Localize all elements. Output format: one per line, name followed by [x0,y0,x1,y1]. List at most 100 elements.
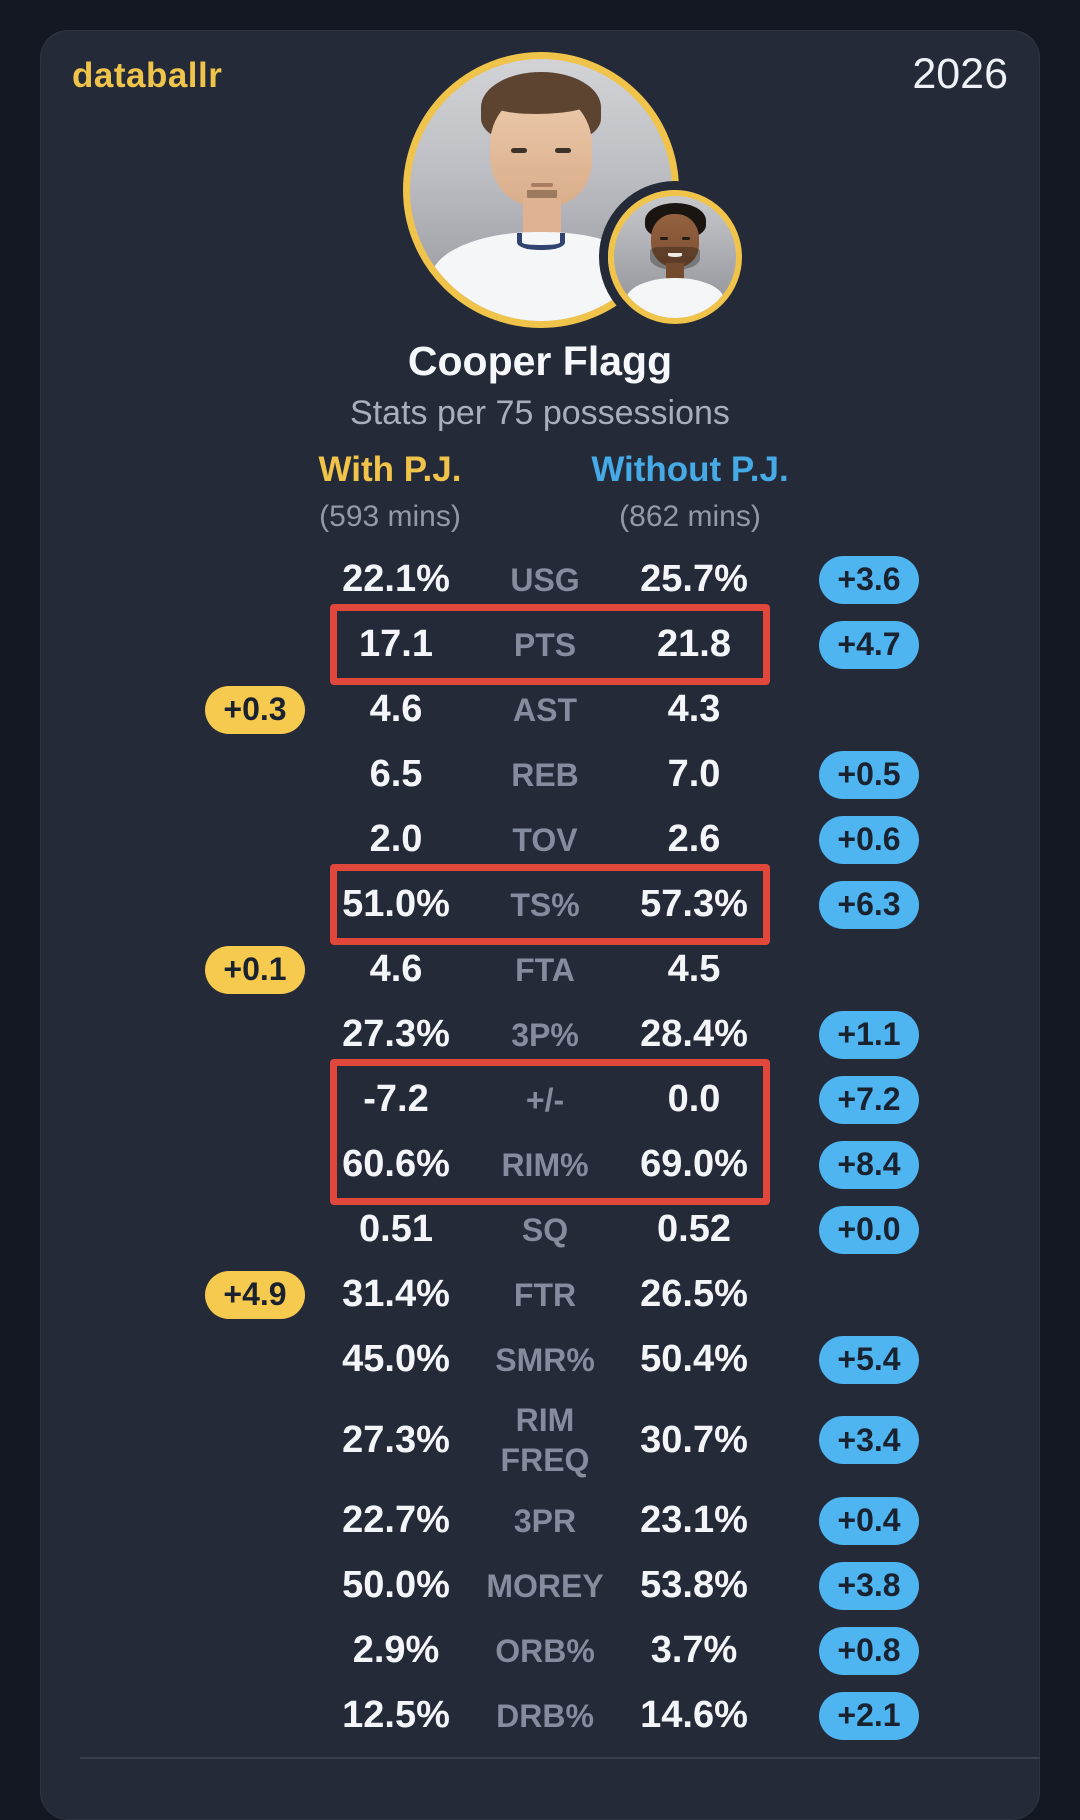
portrait-smile [667,253,683,257]
table-row: +0.3 4.6 AST 4.3 [40,677,1040,742]
without-value: 30.7% [640,1418,748,1461]
with-value: 2.9% [352,1629,440,1671]
diff-badge-right: +1.1 [819,1010,919,1059]
column-header-without: Without P.J. (862 mins) [540,450,840,534]
without-value: 2.6 [667,818,721,860]
table-row: 45.0% SMR% 50.4% +5.4 [40,1327,1040,1392]
portrait-beard [649,247,700,271]
stats-graphic: { "header": { "brand": "databallr", "yea… [40,30,1040,1820]
portrait-jersey-collar [517,233,565,251]
without-value: 25.7% [640,558,748,600]
stat-label: MOREY [486,1567,604,1604]
diff-badge-right: +0.8 [819,1626,919,1675]
stat-label: 3P% [511,1016,579,1053]
without-value: 4.5 [667,948,721,990]
portrait-goatee [526,190,557,202]
with-value: 22.7% [342,1499,450,1541]
stat-label: USG [510,561,580,598]
with-value: 60.6% [342,1143,450,1185]
with-value: 50.0% [342,1564,450,1606]
with-value: 27.3% [342,1418,450,1461]
with-value: -7.2 [363,1078,429,1120]
diff-badge-right: +3.8 [819,1561,919,1610]
without-value: 50.4% [640,1338,748,1380]
table-row: 6.5 REB 7.0 +0.5 [40,742,1040,807]
with-value: 31.4% [342,1273,450,1315]
without-value: 53.8% [640,1564,748,1606]
year-label: 2026 [912,50,1008,98]
column-header-without-label: Without P.J. [591,450,789,489]
portrait-eye [555,148,572,153]
column-header-with: With P.J. (593 mins) [240,450,540,534]
portrait-neck [666,263,684,282]
column-header-with-label: With P.J. [318,450,462,489]
stat-label: RIM% [501,1146,589,1183]
without-value: 28.4% [640,1013,748,1055]
table-row: 22.7% 3PR 23.1% +0.4 [40,1488,1040,1553]
without-value: 26.5% [640,1273,748,1315]
table-row: +4.9 31.4% FTR 26.5% [40,1262,1040,1327]
table-row: 2.9% ORB% 3.7% +0.8 [40,1618,1040,1683]
stat-label: DRB% [496,1697,594,1734]
diff-badge-right: +0.0 [819,1205,919,1254]
table-row: 51.0% TS% 57.3% +6.3 [40,872,1040,937]
table-row: 27.3% RIM FREQ 30.7% +3.4 [40,1392,1040,1488]
without-value: 7.0 [667,753,721,795]
with-value: 17.1 [359,623,433,665]
diff-badge-right: +0.4 [819,1496,919,1545]
without-value: 14.6% [640,1694,748,1736]
brand-logo-text: databallr [72,56,223,95]
stat-label: +/- [525,1081,565,1118]
portrait-mouth [530,183,553,188]
diff-badge-right: +8.4 [819,1140,919,1189]
with-value: 51.0% [342,883,450,925]
with-value: 22.1% [342,558,450,600]
without-value: 3.7% [650,1629,738,1671]
table-row: -7.2 +/- 0.0 +7.2 [40,1067,1040,1132]
portrait-eye [660,237,668,240]
without-value: 69.0% [640,1143,748,1185]
diff-badge-left: +0.1 [205,945,305,994]
stats-table: 22.1% USG 25.7% +3.6 17.1 PTS 21.8 +4.7 … [40,547,1040,1748]
portrait-eye [682,237,690,240]
page-subtitle: Stats per 75 possessions [350,394,730,432]
with-value: 0.51 [359,1208,433,1250]
diff-badge-right: +0.5 [819,750,919,799]
stat-label: ORB% [495,1632,595,1669]
table-row: 27.3% 3P% 28.4% +1.1 [40,1002,1040,1067]
diff-badge-right: +3.4 [819,1416,919,1464]
table-row: 12.5% DRB% 14.6% +2.1 [40,1683,1040,1748]
stat-label: PTS [513,626,577,663]
with-value: 45.0% [342,1338,450,1380]
diff-badge-right: +6.3 [819,880,919,929]
portrait-eye [510,148,527,153]
without-value: 0.0 [667,1078,721,1120]
portrait-face [650,214,700,267]
without-value: 0.52 [657,1208,731,1250]
with-value: 2.0 [369,818,423,860]
table-row: 2.0 TOV 2.6 +0.6 [40,807,1040,872]
player-photo-large [403,52,679,328]
column-header-without-minutes: (862 mins) [619,500,761,533]
with-value: 4.6 [369,948,423,990]
without-value: 57.3% [640,883,748,925]
with-value: 4.6 [369,688,423,730]
diff-badge-right: +7.2 [819,1075,919,1124]
table-row: +0.1 4.6 FTA 4.5 [40,937,1040,1002]
with-value: 27.3% [342,1013,450,1055]
stat-label: TS% [510,886,580,923]
without-value: 4.3 [667,688,721,730]
stat-label: REB [511,756,579,793]
player-photo-small [608,190,742,324]
with-value: 12.5% [342,1694,450,1736]
table-row: 0.51 SQ 0.52 +0.0 [40,1197,1040,1262]
without-value: 21.8 [657,623,731,665]
stat-label: RIM FREQ [500,1402,590,1478]
diff-badge-right: +2.1 [819,1691,919,1740]
bottom-divider [80,1757,1040,1759]
column-header-with-minutes: (593 mins) [319,500,461,533]
stat-label: AST [513,691,577,728]
stat-label: SMR% [495,1341,595,1378]
portrait-hair-fringe [488,90,594,115]
table-row: 22.1% USG 25.7% +3.6 [40,547,1040,612]
